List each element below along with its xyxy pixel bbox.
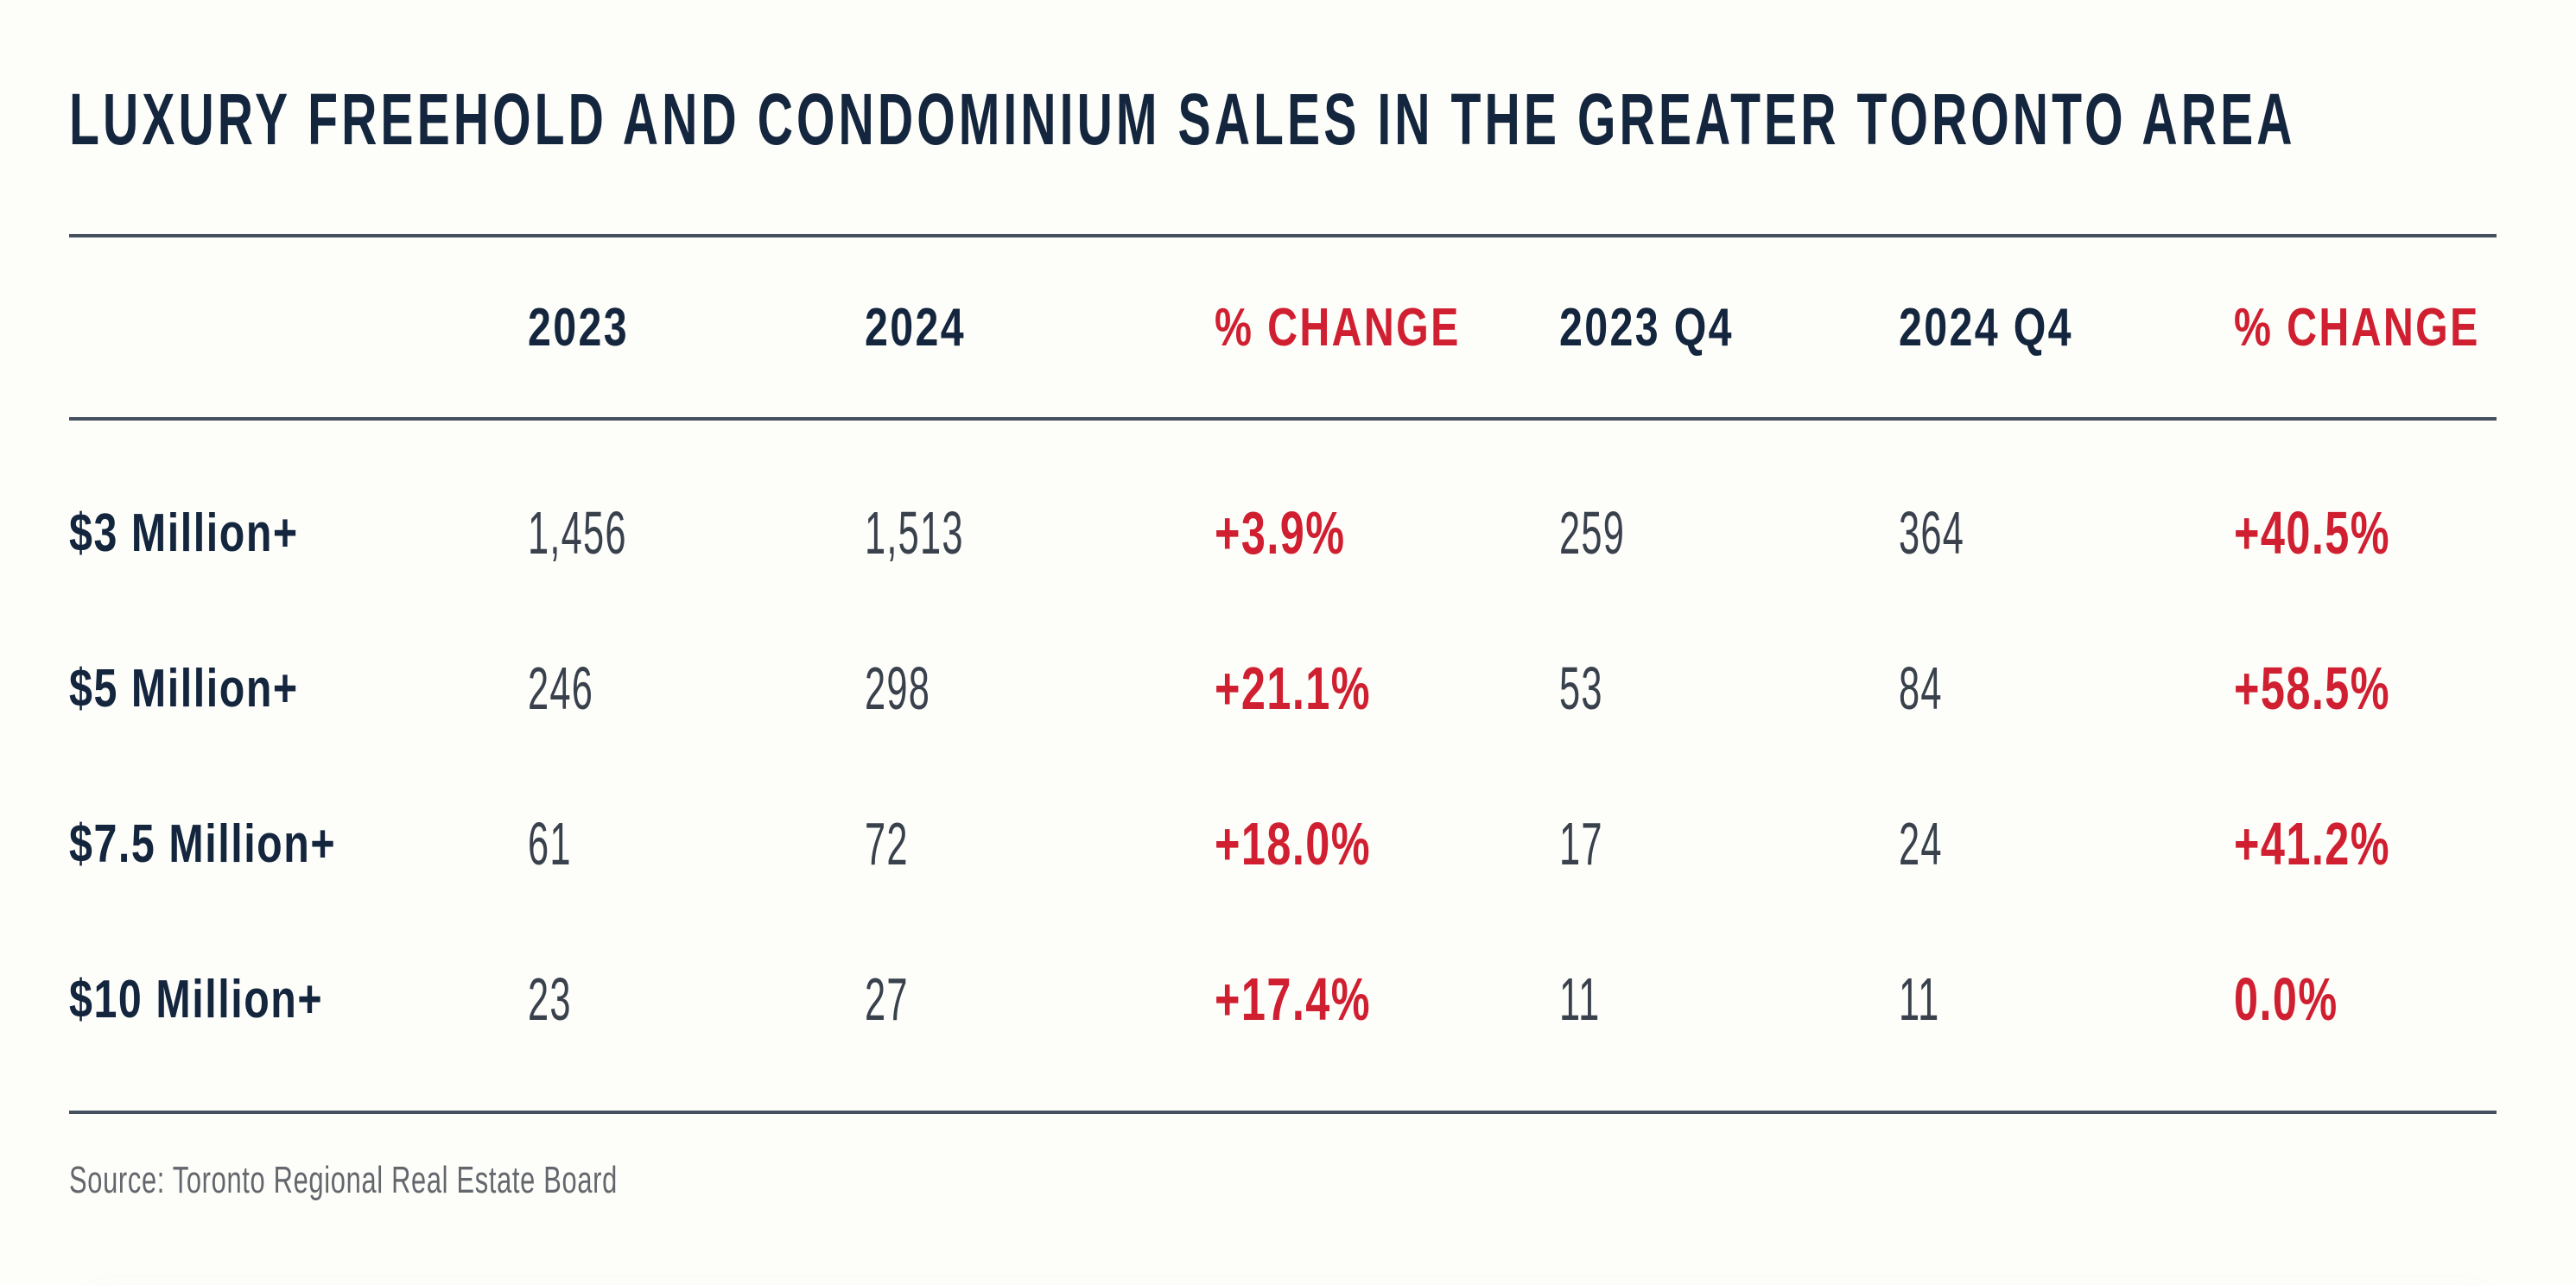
cell-2024-q4: 84: [1899, 655, 1943, 722]
sales-table: 2023 2024 % CHANGE 2023 Q4 2024 Q4 % CHA…: [69, 234, 2497, 1077]
cell-2023: 23: [528, 965, 572, 1033]
cell-2024: 1,513: [865, 499, 964, 567]
cell-pct-change-annual: +18.0%: [1215, 810, 1371, 877]
cell-pct-change-q4: +58.5%: [2234, 655, 2390, 722]
table-row-7-5-million: $7.5 Million+ 61 72 +18.0% 17 24 +41.2%: [69, 766, 2497, 921]
table-header-row: 2023 2024 % CHANGE 2023 Q4 2024 Q4 % CHA…: [69, 237, 2497, 421]
column-header-pct-change-annual: % CHANGE: [1215, 297, 1461, 358]
cell-pct-change-annual: +21.1%: [1215, 655, 1371, 722]
cell-2024-q4: 11: [1899, 965, 1940, 1033]
cell-2024: 72: [865, 810, 909, 877]
table-row-10-million: $10 Million+ 23 27 +17.4% 11 11 0.0%: [69, 921, 2497, 1077]
column-header-2024: 2024: [865, 297, 966, 358]
page-title-text: LUXURY FREEHOLD AND CONDOMINIUM SALES IN…: [69, 79, 2296, 160]
cell-2023-q4: 259: [1559, 499, 1626, 567]
cell-2023: 61: [528, 810, 572, 877]
row-label: $10 Million+: [69, 969, 324, 1029]
table-row-5-million: $5 Million+ 246 298 +21.1% 53 84 +58.5%: [69, 611, 2497, 766]
row-label: $7.5 Million+: [69, 813, 337, 874]
slide: LUXURY FREEHOLD AND CONDOMINIUM SALES IN…: [0, 83, 2576, 1285]
column-header-category: [69, 297, 528, 358]
cell-pct-change-annual: +17.4%: [1215, 965, 1371, 1033]
page-title: LUXURY FREEHOLD AND CONDOMINIUM SALES IN…: [69, 83, 2576, 155]
table-footer: Source: Toronto Regional Real Estate Boa…: [69, 1111, 2497, 1202]
column-header-2023: 2023: [528, 297, 629, 358]
cell-2024-q4: 24: [1899, 810, 1943, 877]
cell-2023: 246: [528, 655, 594, 722]
cell-2024: 298: [865, 655, 931, 722]
cell-2023: 1,456: [528, 499, 627, 567]
column-header-2023-q4: 2023 Q4: [1559, 297, 1734, 358]
cell-2024-q4: 364: [1899, 499, 1965, 567]
cell-pct-change-q4: 0.0%: [2234, 965, 2338, 1033]
cell-pct-change-annual: +3.9%: [1215, 499, 1346, 567]
cell-2024: 27: [865, 965, 909, 1033]
cell-pct-change-q4: +40.5%: [2234, 499, 2390, 567]
cell-2023-q4: 53: [1559, 655, 1603, 722]
row-label: $3 Million+: [69, 503, 299, 563]
bottom-divider: [69, 1111, 2497, 1114]
cell-2023-q4: 11: [1559, 965, 1601, 1033]
cell-2023-q4: 17: [1559, 810, 1603, 877]
column-header-2024-q4: 2024 Q4: [1899, 297, 2073, 358]
cell-pct-change-q4: +41.2%: [2234, 810, 2390, 877]
source-attribution: Source: Toronto Regional Real Estate Boa…: [69, 1159, 618, 1201]
table-row-3-million: $3 Million+ 1,456 1,513 +3.9% 259 364 +4…: [69, 455, 2497, 611]
row-label: $5 Million+: [69, 658, 299, 718]
column-header-pct-change-q4: % CHANGE: [2234, 297, 2480, 358]
